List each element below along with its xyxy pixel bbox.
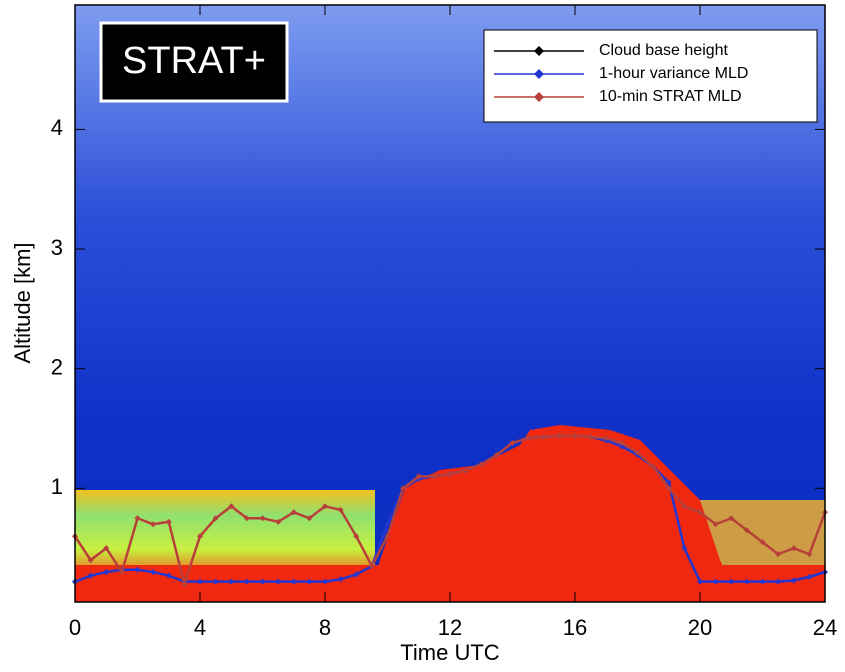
x-axis-label: Time UTC <box>400 640 500 665</box>
legend-label: 10-min STRAT MLD <box>599 88 742 105</box>
legend-marker <box>534 92 544 102</box>
series-marker <box>415 473 422 480</box>
series-marker <box>790 577 797 584</box>
series-marker <box>290 578 297 585</box>
x-tick-label: 12 <box>438 615 462 640</box>
boundary-layer-shading <box>75 490 375 575</box>
series-marker <box>540 433 547 440</box>
series-marker <box>228 503 235 510</box>
series-marker <box>322 578 328 585</box>
series-marker <box>243 578 250 585</box>
series-marker <box>150 569 157 576</box>
series-marker <box>790 545 797 552</box>
series-marker <box>665 485 672 492</box>
series-marker <box>181 581 188 588</box>
y-tick-label: 1 <box>51 474 63 499</box>
series-marker <box>650 463 657 470</box>
series-marker <box>587 433 594 440</box>
series-marker <box>556 432 563 439</box>
series-marker <box>259 578 266 585</box>
legend-label: Cloud base height <box>599 42 729 59</box>
series-marker <box>759 578 766 585</box>
series-marker <box>212 515 219 522</box>
series-marker <box>712 521 719 528</box>
series-marker <box>118 569 125 576</box>
y-axis-label: Altitude [km] <box>10 242 35 363</box>
series-marker <box>353 571 360 578</box>
series-marker <box>493 451 500 458</box>
x-tick-label: 8 <box>319 615 331 640</box>
series-marker <box>103 545 110 552</box>
series-marker <box>87 557 94 564</box>
y-tick-label: 2 <box>51 355 63 380</box>
legend-marker <box>534 46 544 56</box>
series-marker <box>306 578 313 585</box>
series-marker <box>103 569 110 576</box>
series-marker <box>275 578 282 585</box>
series-marker <box>806 573 813 580</box>
series-marker <box>806 551 813 558</box>
series-marker <box>337 506 344 513</box>
series-marker <box>306 515 313 522</box>
series-marker <box>618 439 625 446</box>
series-marker <box>228 578 235 585</box>
series-marker <box>259 515 266 522</box>
series-marker <box>681 503 688 510</box>
series-marker <box>697 509 703 516</box>
series-marker <box>212 578 219 585</box>
x-tick-label: 20 <box>688 615 712 640</box>
series-marker <box>322 503 328 510</box>
series-marker <box>697 578 703 585</box>
annotation-box <box>99 21 289 103</box>
legend-label: 1-hour variance MLD <box>599 65 748 82</box>
series-marker <box>572 432 578 439</box>
series-marker <box>368 563 375 570</box>
series-marker <box>431 473 438 480</box>
series-marker <box>728 578 735 585</box>
x-tick-label: 4 <box>194 615 206 640</box>
y-tick-label: 3 <box>51 235 63 260</box>
series-marker <box>634 449 641 456</box>
series-marker <box>743 578 750 585</box>
series-marker <box>197 578 203 585</box>
series-marker <box>134 566 141 573</box>
series-marker <box>87 572 94 579</box>
series-marker <box>243 515 250 522</box>
series-marker <box>353 533 360 540</box>
x-tick-label: 0 <box>69 615 81 640</box>
series-marker <box>447 470 453 477</box>
series-marker <box>775 551 782 558</box>
series-marker <box>775 578 782 585</box>
series-marker <box>665 479 672 486</box>
annotation: STRAT+ <box>122 40 266 82</box>
series-marker <box>743 527 750 534</box>
x-tick-label: 24 <box>813 615 837 640</box>
series-marker <box>165 572 172 579</box>
series-marker <box>197 533 203 540</box>
series-marker <box>603 435 610 442</box>
series-marker <box>462 467 469 474</box>
series-marker <box>509 439 516 446</box>
series-marker <box>728 515 735 522</box>
series-marker <box>165 518 172 525</box>
series-marker <box>681 545 688 552</box>
series-marker <box>759 539 766 546</box>
series-marker <box>275 518 282 525</box>
series-marker <box>712 578 719 585</box>
series-marker <box>290 509 297 516</box>
x-tick-label: 16 <box>563 615 587 640</box>
series-marker <box>384 533 391 540</box>
y-tick-label: 4 <box>51 115 63 140</box>
mixed-layer-shading <box>370 425 740 602</box>
series-marker <box>384 521 391 528</box>
series-marker <box>337 576 344 583</box>
legend-marker <box>534 69 544 79</box>
series-marker <box>478 461 485 468</box>
series-marker <box>150 521 157 528</box>
series-marker <box>134 515 141 522</box>
series-marker <box>525 435 532 442</box>
series-marker <box>400 485 407 492</box>
